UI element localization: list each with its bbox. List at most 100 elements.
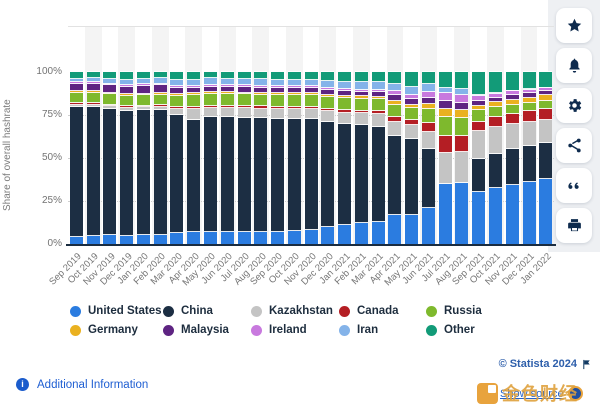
bar-segment[interactable] — [136, 78, 150, 85]
bar-segment[interactable] — [388, 83, 402, 92]
bar-segment[interactable] — [388, 101, 402, 106]
bar-segment[interactable] — [153, 78, 167, 84]
bar-segment[interactable] — [455, 72, 469, 90]
bar-segment[interactable] — [338, 72, 352, 83]
bar-segment[interactable] — [120, 95, 134, 107]
bar-segment[interactable] — [472, 72, 486, 95]
bar-segment[interactable] — [388, 72, 402, 84]
bar-segment[interactable] — [237, 92, 251, 95]
bar-segment[interactable] — [287, 94, 301, 107]
bar-segment[interactable] — [522, 93, 536, 98]
bar-segment[interactable] — [187, 94, 201, 107]
bar-segment[interactable] — [371, 90, 385, 93]
bar-segment[interactable] — [153, 72, 167, 79]
bar-segment[interactable] — [472, 96, 486, 101]
bar-segment[interactable] — [505, 104, 519, 115]
bar-segment[interactable] — [69, 107, 83, 237]
bar-segment[interactable] — [438, 109, 452, 117]
bar-segment[interactable] — [354, 91, 368, 97]
bar-segment[interactable] — [120, 79, 134, 85]
bar-segment[interactable] — [204, 72, 217, 79]
bar-segment[interactable] — [136, 84, 150, 87]
bar-segment[interactable] — [472, 100, 486, 106]
bar-segment[interactable] — [405, 72, 419, 87]
bar-segment[interactable] — [86, 236, 100, 244]
bar-segment[interactable] — [438, 183, 452, 244]
bar-segment[interactable] — [539, 120, 553, 143]
bar-segment[interactable] — [153, 85, 167, 93]
notification-button[interactable] — [556, 48, 592, 83]
bar-segment[interactable] — [254, 79, 268, 86]
bar-segment[interactable] — [489, 102, 503, 108]
bar-segment[interactable] — [489, 188, 503, 244]
bar-segment[interactable] — [271, 94, 285, 107]
bar-segment[interactable] — [304, 93, 318, 96]
bar-segment[interactable] — [321, 87, 335, 90]
bar-segment[interactable] — [69, 92, 83, 103]
bar-segment[interactable] — [522, 72, 536, 90]
bar-segment[interactable] — [170, 115, 184, 233]
bar-segment[interactable] — [204, 86, 217, 93]
bar-segment[interactable] — [204, 84, 217, 87]
bar-segment[interactable] — [220, 92, 234, 95]
bar-segment[interactable] — [438, 93, 452, 102]
bar-segment[interactable] — [472, 191, 486, 244]
bar-segment[interactable] — [388, 116, 402, 122]
bar-segment[interactable] — [388, 121, 402, 136]
bar-segment[interactable] — [371, 72, 385, 83]
bar-segment[interactable] — [69, 83, 83, 92]
bar-segment[interactable] — [103, 104, 117, 107]
bar-segment[interactable] — [438, 72, 452, 89]
bar-segment[interactable] — [304, 79, 318, 87]
bar-segment[interactable] — [321, 111, 335, 122]
bar-segment[interactable] — [170, 108, 184, 116]
bar-segment[interactable] — [287, 93, 301, 95]
bar-segment[interactable] — [489, 97, 503, 103]
bar-segment[interactable] — [187, 106, 201, 109]
bar-segment[interactable] — [421, 84, 435, 93]
bar-segment[interactable] — [237, 106, 251, 109]
bar-segment[interactable] — [187, 119, 201, 232]
bar-segment[interactable] — [539, 142, 553, 179]
statista-credit-link[interactable]: © Statista 2024 — [499, 358, 592, 370]
bar-segment[interactable] — [539, 100, 553, 109]
bar-segment[interactable] — [505, 114, 519, 125]
bar-segment[interactable] — [271, 106, 285, 109]
bar-segment[interactable] — [170, 72, 184, 80]
bar-segment[interactable] — [86, 91, 100, 93]
bar-segment[interactable] — [287, 72, 301, 80]
bar-segment[interactable] — [354, 223, 368, 244]
bar-segment[interactable] — [421, 109, 435, 124]
bar-segment[interactable] — [522, 111, 536, 123]
bar-segment[interactable] — [371, 221, 385, 244]
bar-segment[interactable] — [120, 94, 134, 96]
bar-segment[interactable] — [354, 72, 368, 83]
bar-segment[interactable] — [455, 89, 469, 95]
bar-segment[interactable] — [405, 86, 419, 95]
bar-segment[interactable] — [321, 96, 335, 109]
bar-segment[interactable] — [304, 230, 318, 244]
bar-segment[interactable] — [254, 231, 268, 244]
bar-segment[interactable] — [321, 94, 335, 97]
print-button[interactable] — [556, 208, 592, 243]
bar-segment[interactable] — [338, 98, 352, 111]
bar-segment[interactable] — [187, 88, 201, 94]
bar-segment[interactable] — [153, 94, 167, 105]
bar-segment[interactable] — [103, 94, 117, 105]
legend-item-china[interactable]: China — [163, 305, 213, 317]
bar-segment[interactable] — [421, 131, 435, 149]
bar-segment[interactable] — [421, 123, 435, 132]
bar-segment[interactable] — [522, 145, 536, 183]
bar-segment[interactable] — [371, 92, 385, 97]
bar-segment[interactable] — [489, 72, 503, 93]
bar-segment[interactable] — [220, 87, 234, 93]
bar-segment[interactable] — [287, 231, 301, 244]
legend-item-canada[interactable]: Canada — [339, 305, 399, 317]
bar-segment[interactable] — [103, 235, 117, 244]
bar-segment[interactable] — [120, 106, 134, 108]
bar-segment[interactable] — [103, 83, 117, 86]
bar-segment[interactable] — [438, 101, 452, 110]
bar-segment[interactable] — [153, 92, 167, 95]
bar-segment[interactable] — [455, 152, 469, 184]
bar-segment[interactable] — [539, 108, 553, 120]
